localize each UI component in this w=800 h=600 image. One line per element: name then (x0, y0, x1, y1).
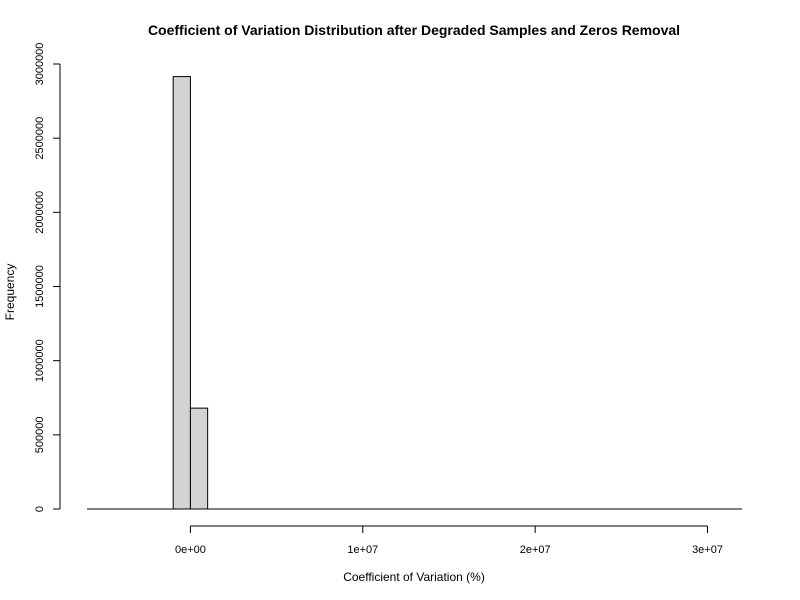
x-tick-label: 0e+00 (175, 544, 206, 556)
y-axis-title: Frequency (3, 264, 17, 321)
y-tick-label: 1500000 (34, 265, 46, 308)
x-tick-label: 1e+07 (347, 544, 378, 556)
y-tick-label: 2500000 (34, 117, 46, 160)
histogram-bar (172, 76, 191, 510)
y-tick-label: 500000 (34, 416, 46, 453)
y-tick-label: 3000000 (34, 43, 46, 86)
x-axis-title: Coefficient of Variation (%) (343, 570, 485, 584)
chart-title: Coefficient of Variation Distribution af… (148, 22, 680, 38)
y-tick-label: 2000000 (34, 191, 46, 234)
histogram-bars (172, 76, 209, 510)
x-axis: 0e+00 1e+07 2e+07 3e+07 (175, 525, 723, 556)
y-tick-label: 1000000 (34, 339, 46, 382)
y-tick-label: 0 (34, 506, 46, 512)
y-axis: 0 500000 1000000 1500000 2000000 2500000 30000… (34, 43, 61, 512)
histogram-bar (189, 407, 209, 510)
x-tick-label: 2e+07 (520, 544, 551, 556)
x-tick-label: 3e+07 (692, 544, 723, 556)
